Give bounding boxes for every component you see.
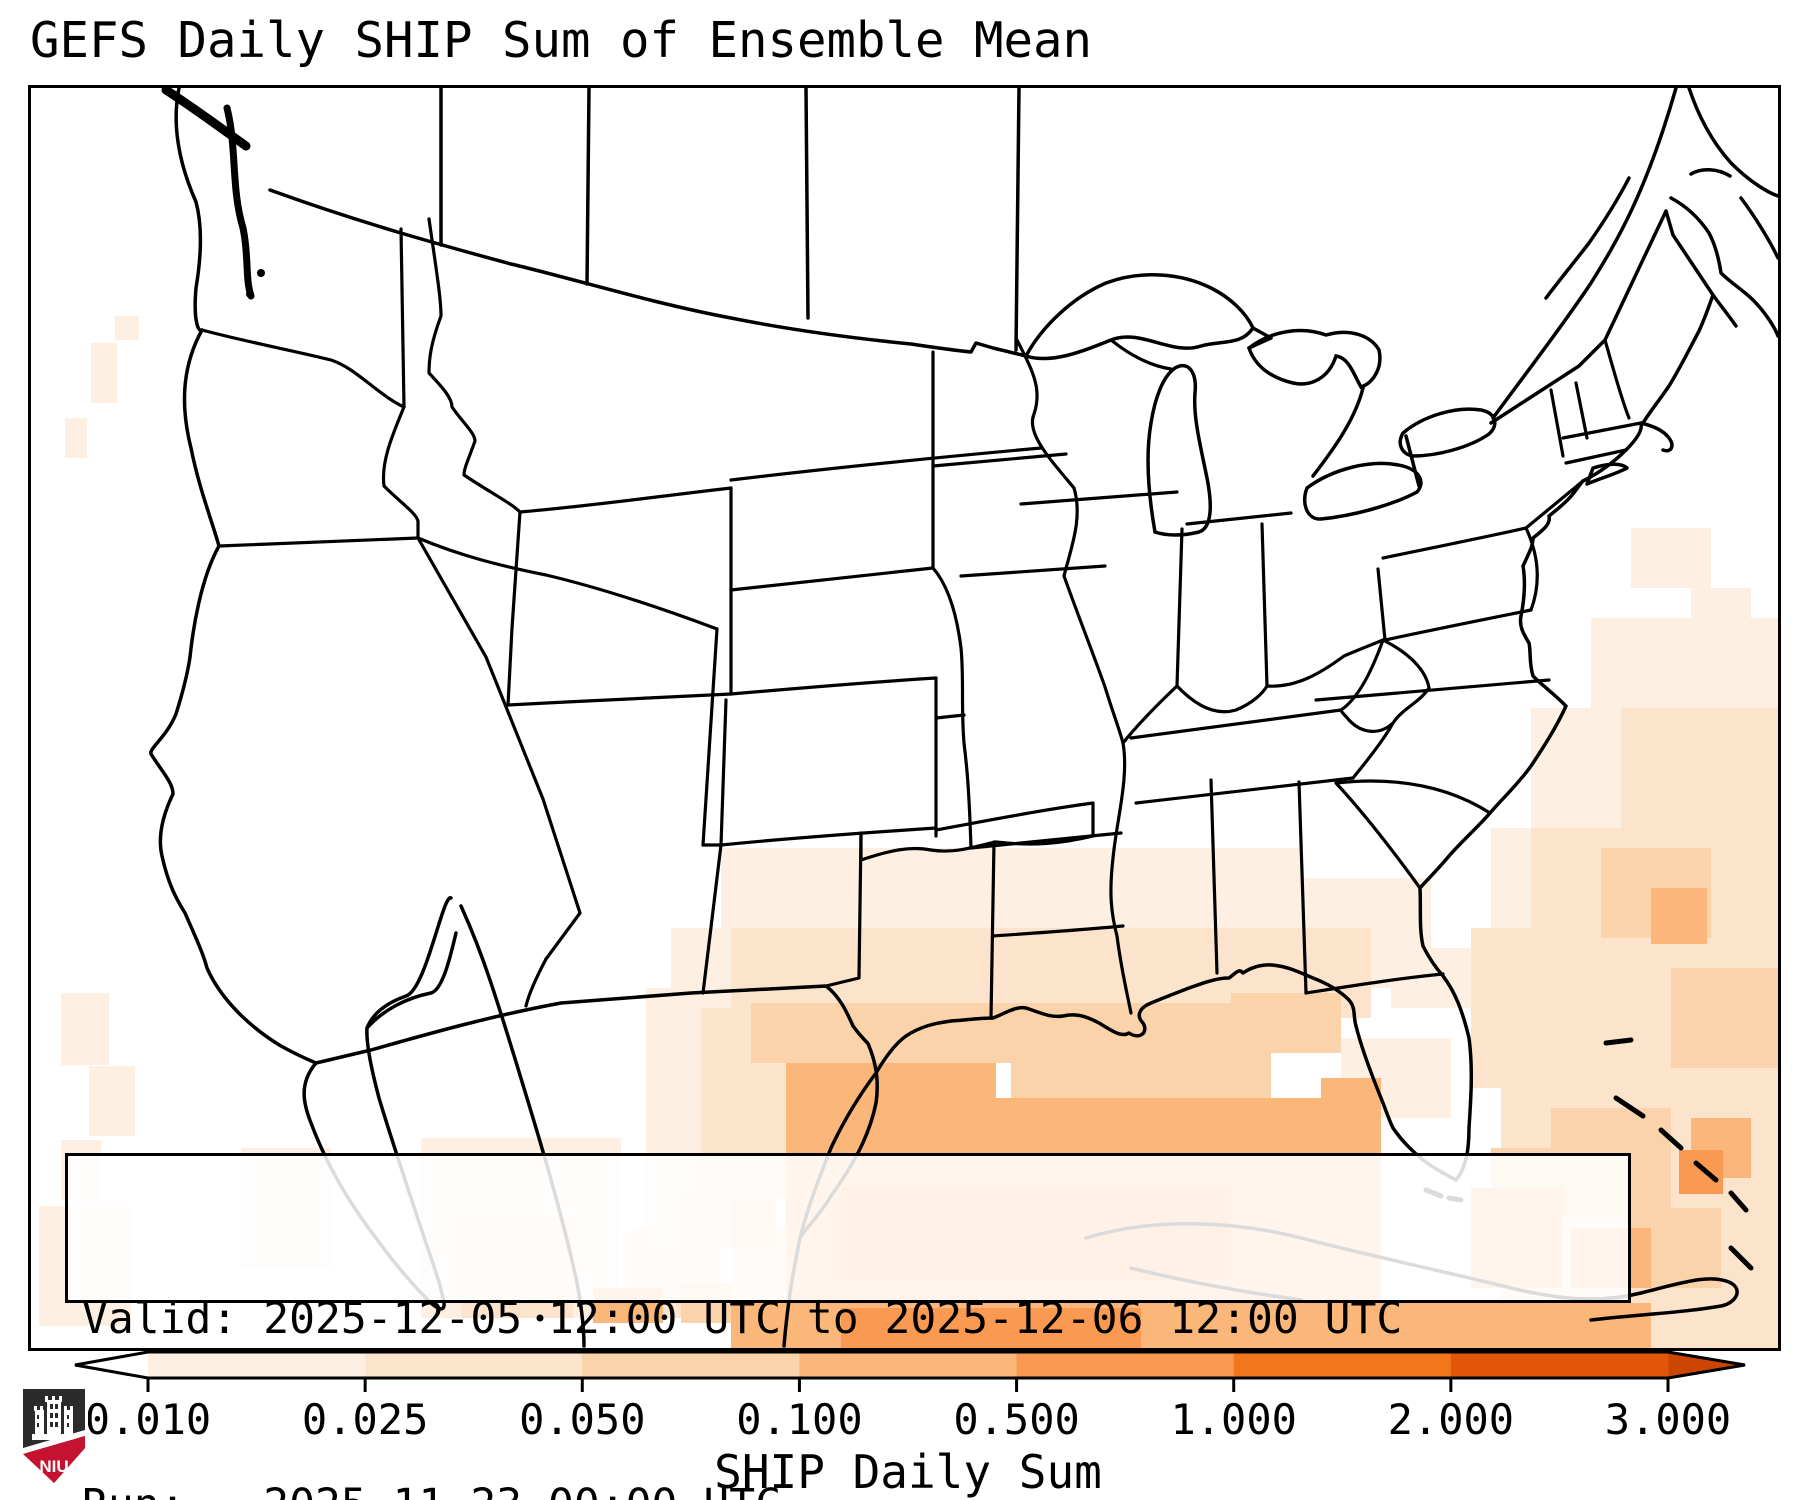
colorbar-tick-label: 0.500 bbox=[953, 1395, 1079, 1444]
lake-erie bbox=[1305, 463, 1421, 519]
colorbar-segment bbox=[1016, 1352, 1235, 1378]
lake-huron bbox=[1249, 331, 1380, 387]
colorbar-segment bbox=[1450, 1352, 1669, 1378]
state-borders bbox=[202, 219, 1641, 1018]
heat-cell bbox=[841, 1308, 1141, 1348]
heat-cell bbox=[65, 418, 87, 458]
heat-cell bbox=[1011, 1048, 1271, 1098]
colorbar-segment bbox=[365, 1352, 583, 1378]
heat-cell bbox=[1651, 888, 1707, 944]
island-dot bbox=[536, 1314, 544, 1322]
heat-cell bbox=[1591, 618, 1778, 708]
great-lakes bbox=[1026, 275, 1495, 535]
heat-cell bbox=[1671, 968, 1778, 1068]
niu-logo: NIU bbox=[20, 1386, 88, 1488]
page-title: GEFS Daily SHIP Sum of Ensemble Mean bbox=[30, 12, 1093, 69]
heat-cell bbox=[1631, 528, 1711, 588]
heat-cell bbox=[91, 343, 117, 403]
colorbar-over-arrow bbox=[1668, 1352, 1745, 1378]
heat-cell bbox=[1679, 1150, 1723, 1194]
heat-cell bbox=[731, 928, 1261, 1008]
heat-cell bbox=[89, 1066, 135, 1136]
colorbar-segment bbox=[1233, 1352, 1452, 1378]
colorbar-tick-label: 3.000 bbox=[1605, 1395, 1731, 1444]
heat-cell bbox=[1231, 993, 1341, 1053]
colorbar-segment bbox=[582, 1352, 800, 1378]
colorbar-tick-label: 0.100 bbox=[736, 1395, 862, 1444]
map-panel: Valid: 2025-12-05 12:00 UTC to 2025-12-0… bbox=[28, 85, 1781, 1500]
colorbar-label: SHIP Daily Sum bbox=[714, 1445, 1102, 1499]
niu-white-stripe bbox=[23, 1430, 85, 1454]
run-time-line: Run: 2025-11-23 00:00 UTC bbox=[82, 1474, 1628, 1500]
colorbar-tick-label: 2.000 bbox=[1388, 1395, 1514, 1444]
info-box: Valid: 2025-12-05 12:00 UTC to 2025-12-0… bbox=[65, 1153, 1631, 1500]
lake-michigan bbox=[1148, 366, 1210, 535]
niu-shield-red bbox=[23, 1436, 85, 1483]
vancouver-island bbox=[166, 90, 265, 298]
heat-cell bbox=[1651, 1303, 1778, 1348]
colorbar-tick-label: 1.000 bbox=[1170, 1395, 1296, 1444]
colorbar-tick-label: 0.010 bbox=[85, 1395, 211, 1444]
niu-logo-text: NIU bbox=[39, 1457, 68, 1476]
colorbar-under-arrow bbox=[75, 1352, 148, 1378]
colorbar-segment bbox=[148, 1352, 366, 1378]
colorbar-tick-label: 0.025 bbox=[302, 1395, 428, 1444]
valid-time-line: Valid: 2025-12-05 12:00 UTC to 2025-12-0… bbox=[82, 1294, 1403, 1344]
colorbar: 0.010 0.025 0.050 0.100 0.500 1.000 2.000 3.000… bbox=[0, 1348, 1803, 1499]
heat-cell bbox=[721, 848, 1301, 928]
castle-icon bbox=[32, 1396, 76, 1440]
heat-cell bbox=[1471, 928, 1551, 1088]
lake-superior bbox=[1026, 275, 1253, 359]
heat-cell bbox=[61, 993, 109, 1065]
colorbar-segment bbox=[799, 1352, 1018, 1378]
heat-cell bbox=[1181, 1303, 1651, 1348]
colorbar-tick-label: 0.050 bbox=[519, 1395, 645, 1444]
lake-ontario bbox=[1400, 409, 1495, 456]
heat-cell bbox=[115, 316, 139, 340]
